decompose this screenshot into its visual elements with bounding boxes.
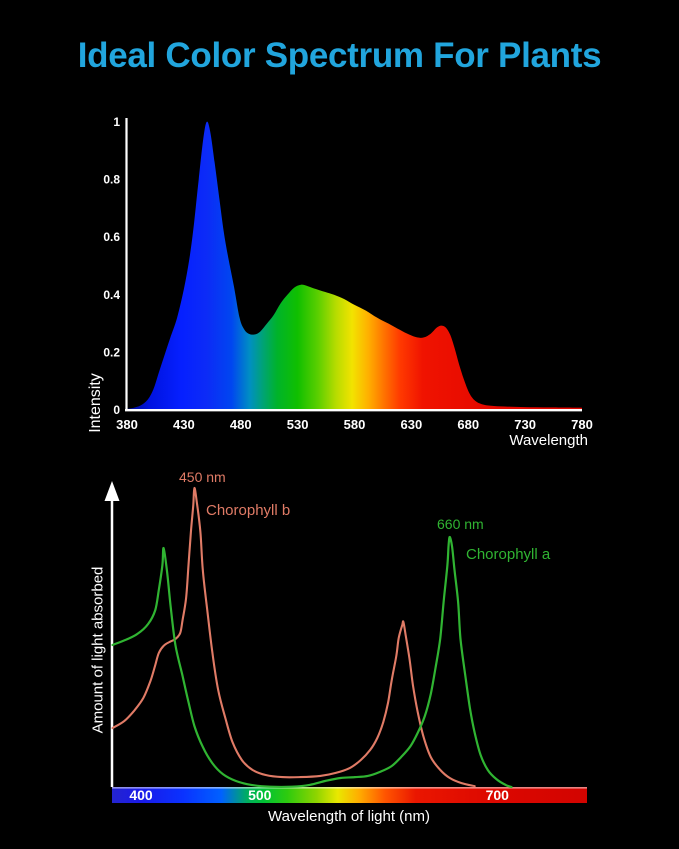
y-tick-label: 1 <box>113 115 120 129</box>
bar-tick-label: 500 <box>248 787 272 803</box>
x-tick-label: 630 <box>401 417 423 432</box>
y-tick-label: 0.2 <box>103 345 120 359</box>
bottom-y-axis-arrow-icon <box>104 481 120 501</box>
bar-tick-label: 700 <box>486 787 510 803</box>
y-tick-label: 0 <box>113 403 120 417</box>
color-bar-tick-labels: 400 500 700 <box>129 787 509 803</box>
page-title: Ideal Color Spectrum For Plants <box>77 36 602 75</box>
x-tick-label: 680 <box>457 417 479 432</box>
wavelength-color-bar <box>112 787 587 803</box>
chlorophyll-b-name-label: Chorophyll b <box>206 502 291 519</box>
absorbed-axis-label: Amount of light absorbed <box>89 566 107 734</box>
wavelength-axis-label: Wavelength <box>509 432 588 449</box>
x-tick-label: 730 <box>514 417 536 432</box>
y-tick-label: 0.6 <box>103 230 120 244</box>
y-tick-label: 0.8 <box>103 173 120 187</box>
bar-tick-label: 400 <box>129 787 153 803</box>
intensity-axis-label: Intensity <box>87 373 104 433</box>
chlorophyll-b-curve <box>111 486 476 788</box>
chlorophyll-a-name-label: Chorophyll a <box>466 546 551 563</box>
x-tick-label: 480 <box>230 417 252 432</box>
top-y-tick-labels: 0 0.2 0.4 0.6 0.8 1 <box>103 115 120 417</box>
chlorophyll-a-peak-label: 660 nm <box>437 516 484 532</box>
bottom-x-axis-label: Wavelength of light (nm) <box>267 808 431 825</box>
x-tick-label: 580 <box>344 417 366 432</box>
y-tick-label: 0.4 <box>103 288 120 302</box>
x-tick-label: 530 <box>287 417 309 432</box>
x-tick-label: 430 <box>173 417 195 432</box>
chlorophyll-b-peak-label: 450 nm <box>179 469 226 485</box>
top-x-tick-labels: 380 430 480 530 580 630 680 730 780 <box>116 417 593 432</box>
chlorophyll-a-curve <box>111 535 513 789</box>
x-tick-label: 380 <box>116 417 138 432</box>
spectrum-area-curve <box>127 121 582 410</box>
x-tick-label: 780 <box>571 417 593 432</box>
